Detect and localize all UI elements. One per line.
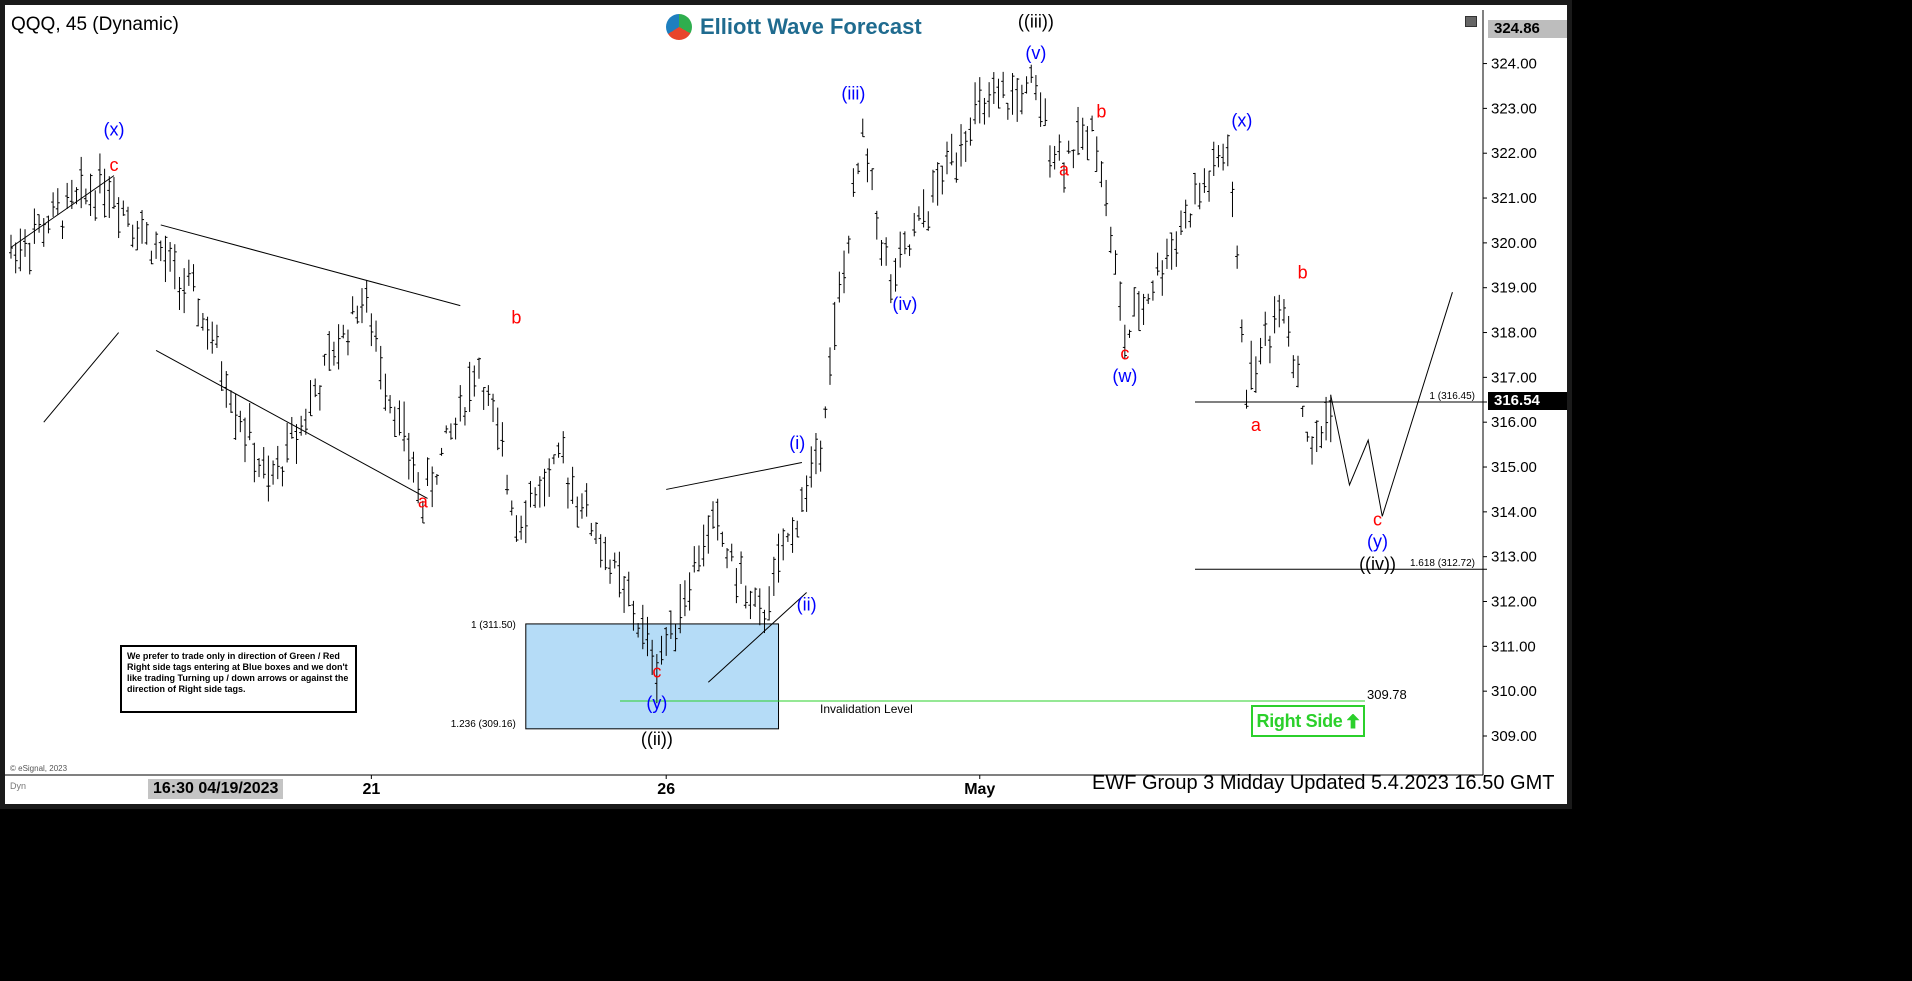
chart-frame: 1 (311.50) 1.236 (309.16) 1 (316.45) 1.618 … [0, 0, 1572, 809]
wave-label: (i) [789, 433, 805, 453]
projection-path [1330, 292, 1453, 517]
logo-text: Elliott Wave Forecast [700, 14, 922, 39]
right-side-tag: Right Side [1251, 705, 1365, 737]
wave-label: ((ii)) [641, 729, 673, 749]
copyright: © eSignal, 2023 [10, 764, 68, 773]
y-tick-label: 312.00 [1491, 594, 1537, 611]
y-tick-label: 319.00 [1491, 280, 1537, 297]
right-side-label: Right Side [1256, 710, 1343, 731]
wave-label: ((iii)) [1018, 12, 1054, 32]
x-tick-label: May [964, 781, 995, 798]
y-tick-label: 316.00 [1491, 414, 1537, 431]
wave-label: c [652, 662, 661, 682]
y-tick-label: 315.00 [1491, 459, 1537, 476]
ohlc-chart[interactable]: 1 (311.50) 1.236 (309.16) 1 (316.45) 1.618 … [5, 5, 1567, 804]
trend-line [160, 224, 461, 307]
symbol-title: QQQ, 45 (Dynamic) [11, 14, 179, 35]
blue-box-top-label: 1 (311.50) [471, 620, 516, 631]
wave-label: (y) [1367, 532, 1388, 552]
wave-label: c [1373, 509, 1382, 529]
trend-line [707, 592, 807, 683]
y-tick-label: 309.00 [1491, 728, 1537, 745]
update-title: EWF Group 3 Midday Updated 5.4.2023 16.5… [1092, 772, 1555, 794]
blue-box-bottom-label: 1.236 (309.16) [451, 719, 516, 730]
wave-label: a [1251, 415, 1262, 435]
y-tick-label: 310.00 [1491, 683, 1537, 700]
invalidation-label: Invalidation Level [820, 702, 913, 716]
wave-label: (iii) [841, 83, 865, 103]
y-tick-label: 314.00 [1491, 504, 1537, 521]
wave-label: a [418, 491, 429, 511]
y-tick-label: 320.00 [1491, 235, 1537, 252]
wave-label: (x) [1231, 110, 1252, 130]
wave-label: (v) [1025, 43, 1046, 63]
trend-line [155, 350, 428, 499]
cursor-time-label: 16:30 04/19/2023 [148, 779, 284, 799]
x-tick-label: 26 [657, 781, 675, 798]
wave-label: b [1298, 263, 1308, 283]
y-tick-label: 324.00 [1491, 56, 1537, 73]
logo-icon [666, 14, 692, 40]
trend-line [10, 175, 115, 248]
panel-menu-icon[interactable] [1465, 16, 1477, 27]
brand-logo: Elliott Wave Forecast [660, 7, 927, 47]
wave-label: (ii) [797, 594, 817, 614]
y-tick-label: 317.00 [1491, 369, 1537, 386]
wave-label: c [109, 155, 118, 175]
high-price-tag: 324.86 [1488, 20, 1567, 38]
y-tick-label: 311.00 [1491, 638, 1536, 655]
y-tick-label: 318.00 [1491, 325, 1537, 342]
wave-label: (iv) [892, 294, 917, 314]
y-tick-label: 321.00 [1491, 190, 1537, 207]
wave-label: c [1120, 343, 1129, 363]
wave-label: (x) [103, 119, 124, 139]
wave-label: a [1059, 160, 1070, 180]
y-tick-label: 323.00 [1491, 100, 1537, 117]
current-price-tag: 316.54 [1488, 392, 1567, 410]
y-tick-label: 313.00 [1491, 549, 1537, 566]
fib-label: 1.618 (312.72) [1410, 558, 1475, 569]
trend-line [666, 462, 803, 490]
wave-label: (y) [646, 693, 667, 713]
fib-label: 1 (316.45) [1429, 391, 1475, 402]
y-tick-label: 322.00 [1491, 145, 1537, 162]
invalidation-value: 309.78 [1367, 687, 1407, 702]
x-tick-label: 21 [362, 781, 380, 798]
arrow-up-icon [1346, 713, 1360, 729]
wave-label: (w) [1112, 366, 1137, 386]
trend-line [43, 332, 120, 423]
wave-label: ((iv)) [1359, 554, 1396, 574]
trading-note: We prefer to trade only in direction of … [120, 645, 357, 713]
wave-label: b [1096, 101, 1106, 121]
wave-label: b [511, 308, 521, 328]
dyn-label: Dyn [10, 781, 27, 791]
